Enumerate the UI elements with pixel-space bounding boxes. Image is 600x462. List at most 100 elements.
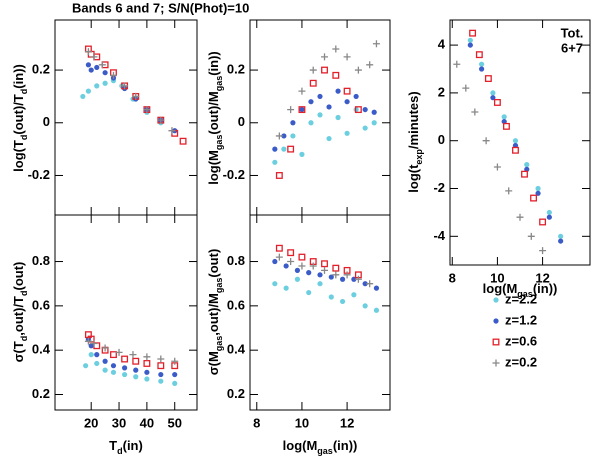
data-point <box>343 271 351 279</box>
data-point <box>524 166 530 172</box>
data-point <box>317 93 323 100</box>
data-point <box>366 280 374 288</box>
y-axis-label-part: ,out)/T <box>11 296 26 336</box>
data-point <box>115 348 123 356</box>
data-point <box>133 367 139 373</box>
annotation: 6+7 <box>561 40 583 55</box>
data-point <box>272 159 278 165</box>
data-point <box>281 133 287 139</box>
data-point <box>339 298 346 305</box>
data-point <box>133 374 139 380</box>
y-axis-label-part: exp <box>414 149 424 165</box>
data-point <box>298 253 306 261</box>
data-point <box>94 64 100 71</box>
legend-marker <box>493 318 499 324</box>
y-axis-label-part: log(M <box>206 150 221 185</box>
data-point <box>143 106 151 114</box>
data-point <box>287 249 295 257</box>
data-point <box>535 190 541 196</box>
x-axis-label-part: (in)) <box>333 438 358 453</box>
plot-frame <box>54 214 198 411</box>
data-point <box>317 112 323 118</box>
data-point <box>326 104 332 110</box>
data-point <box>512 138 519 144</box>
data-point <box>88 343 94 349</box>
y-axis-label-part: (in)) <box>206 51 221 76</box>
plot-frame <box>54 19 198 216</box>
y-axis-label-part: σ(T <box>11 341 26 362</box>
x-axis-label-part: gas <box>317 446 333 456</box>
data-point <box>527 232 535 240</box>
y-tick-label: 0.6 <box>227 297 245 312</box>
data-point <box>339 276 346 282</box>
data-point <box>294 276 301 282</box>
y-tick-label: 0 <box>438 132 445 147</box>
data-point <box>484 75 492 83</box>
x-axis-label-part: (in) <box>123 438 143 453</box>
data-point <box>109 71 117 79</box>
data-point <box>366 61 374 69</box>
y-axis-label: log(texp/minutes) <box>406 91 424 192</box>
data-point <box>335 114 341 121</box>
x-tick-label: 40 <box>140 415 154 430</box>
data-point <box>283 263 289 269</box>
y-tick-label: 0.4 <box>32 342 51 357</box>
data-point <box>275 132 283 140</box>
data-point <box>362 303 368 309</box>
data-point <box>94 360 100 367</box>
y-axis-label-part: (in)) <box>11 64 26 89</box>
data-point <box>546 214 552 220</box>
x-axis-label-part: (in)) <box>533 281 558 296</box>
data-point <box>102 70 108 76</box>
y-axis-label-part: gas <box>214 278 224 294</box>
y-tick-label: 0.2 <box>32 62 50 77</box>
y-axis-label: σ(Td,out)/Td(out) <box>11 262 29 363</box>
x-tick-label: 50 <box>167 415 181 430</box>
data-point <box>505 187 513 195</box>
y-axis-label-part: gas <box>214 76 224 92</box>
data-point <box>110 369 117 375</box>
data-point <box>373 307 380 313</box>
data-point <box>94 352 100 358</box>
data-point <box>530 194 537 202</box>
data-point <box>144 369 150 375</box>
data-point <box>94 83 100 89</box>
y-tick-label: -0.2 <box>223 167 245 182</box>
data-point <box>272 258 278 265</box>
data-point <box>110 363 117 369</box>
data-point <box>467 37 473 43</box>
data-point <box>362 106 368 113</box>
y-axis-label-part: d <box>19 290 29 296</box>
data-point <box>102 358 108 364</box>
y-tick-label: 0.2 <box>227 386 245 401</box>
data-point <box>98 61 106 69</box>
data-point <box>354 275 362 283</box>
y-axis-label-part: log(t <box>406 164 421 193</box>
data-point <box>275 253 283 261</box>
y-tick-label: 0.2 <box>32 386 50 401</box>
data-point <box>362 281 368 287</box>
y-axis-label-part: (out) <box>206 249 221 278</box>
y-axis-label-part: (out) <box>11 262 26 291</box>
data-point <box>298 262 306 270</box>
y-tick-label: 0.6 <box>32 297 50 312</box>
data-point <box>332 45 340 53</box>
legend-label: z=0.6 <box>505 333 537 348</box>
data-point <box>332 264 340 272</box>
data-point <box>344 99 350 105</box>
data-point <box>469 29 477 37</box>
data-point <box>309 66 317 74</box>
annotation: Tot. <box>561 25 584 40</box>
data-point <box>558 238 564 244</box>
x-axis-label-part: gas <box>517 289 533 299</box>
data-point <box>373 285 380 291</box>
x-tick-label: 30 <box>112 415 126 430</box>
data-point <box>88 352 94 358</box>
data-point <box>501 118 507 125</box>
data-point <box>343 53 351 61</box>
data-point <box>501 114 507 120</box>
data-point <box>539 247 547 255</box>
data-point <box>287 145 295 153</box>
data-point <box>308 99 314 105</box>
x-tick-label: 10 <box>490 270 504 285</box>
